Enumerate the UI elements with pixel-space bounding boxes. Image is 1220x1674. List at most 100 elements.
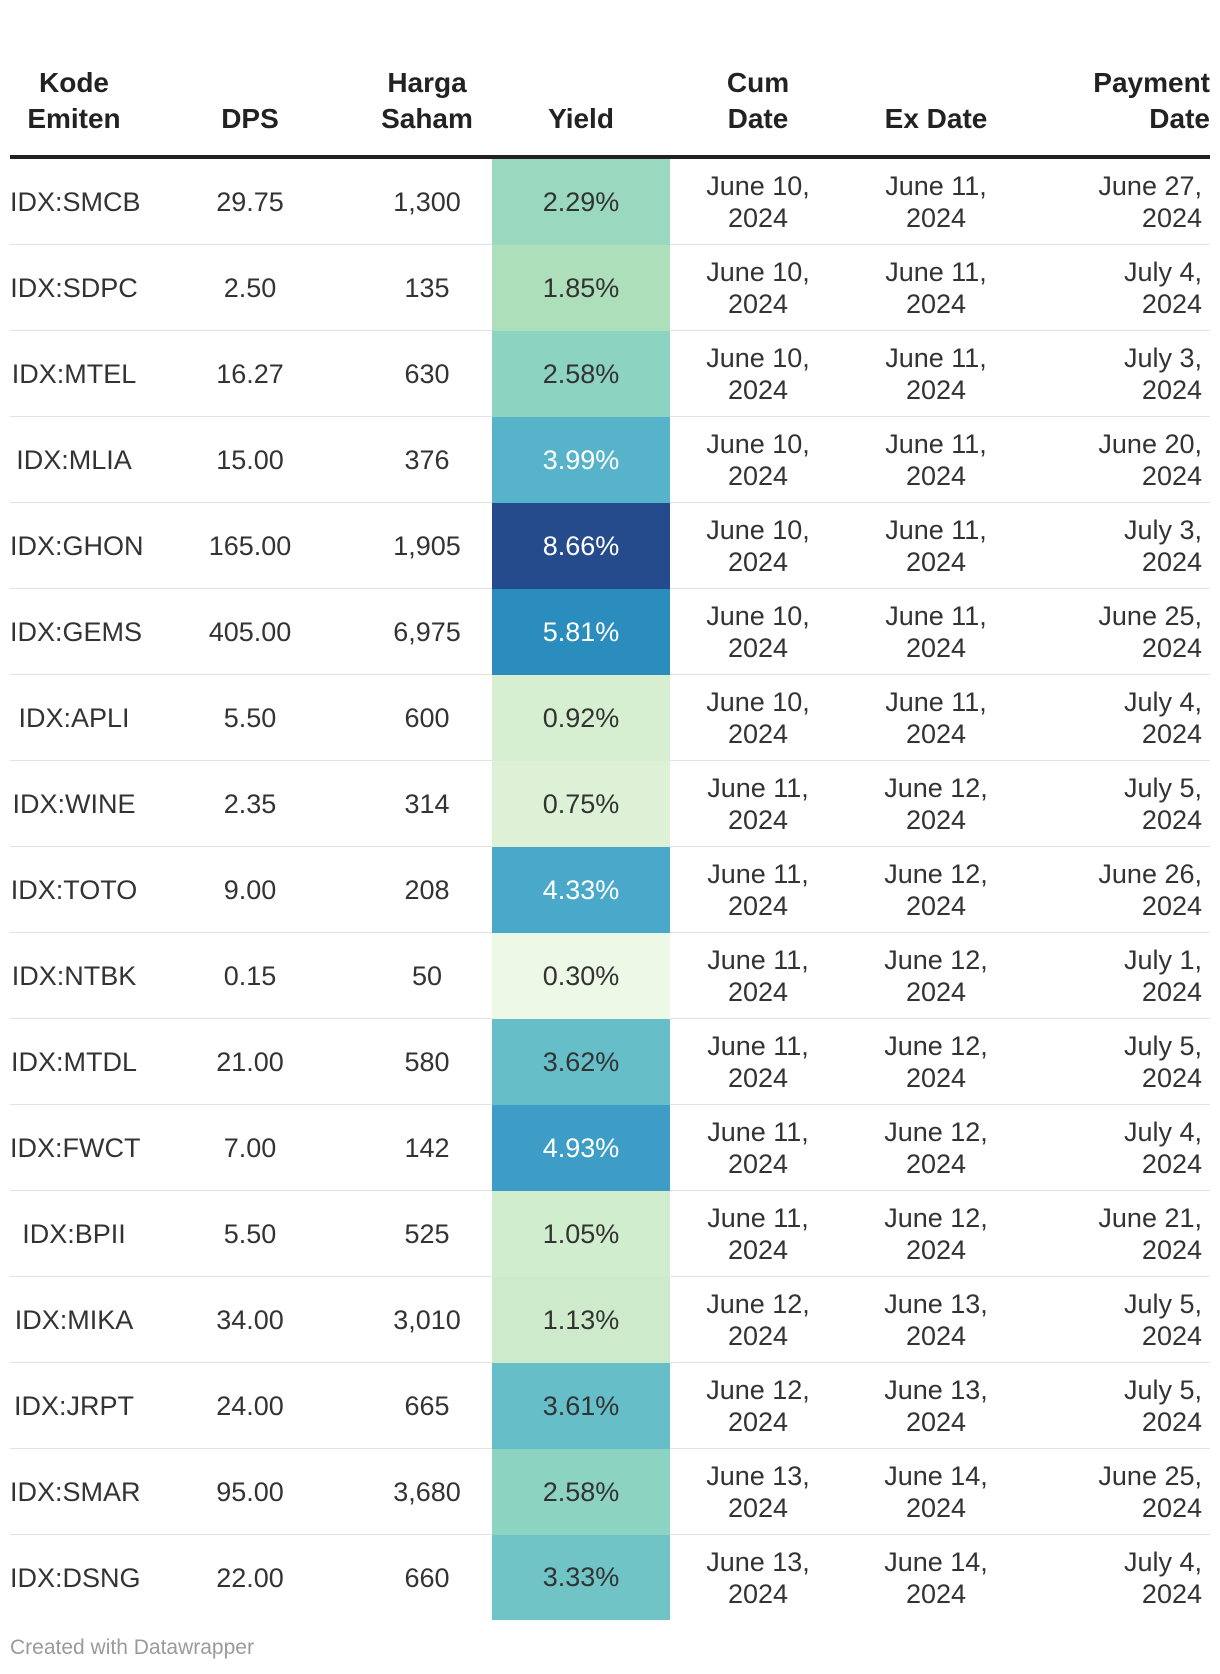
cell-payment-date: July 3, 2024 xyxy=(1026,330,1210,417)
cell-payment-date: July 3, 2024 xyxy=(1026,502,1210,589)
cell-payment-date: June 21, 2024 xyxy=(1026,1190,1210,1277)
cell-cum-date: June 13, 2024 xyxy=(706,1546,810,1609)
cell-kode-emiten: IDX:MTEL xyxy=(10,330,138,417)
cell-yield: 4.93% xyxy=(492,1104,670,1191)
cell-kode-emiten: IDX:GEMS xyxy=(10,588,142,675)
cell-dps: 5.50 xyxy=(138,674,362,761)
table-row: IDX:NTBK 0.15 50 0.30% June 11, 2024 June 12,… xyxy=(10,932,1210,1019)
cell-payment-date: July 4, 2024 xyxy=(1123,1546,1202,1609)
cell-ex-date: June 13, 2024 xyxy=(846,1276,1026,1363)
table-row: IDX:SDPC 2.50 135 1.85% June 10, 2024 June 11… xyxy=(10,244,1210,331)
cell-cum-date: June 10, 2024 xyxy=(670,244,846,331)
cell-dps: 22.00 xyxy=(216,1562,284,1593)
cell-dps: 165.00 xyxy=(138,502,362,589)
cell-yield: 5.81% xyxy=(492,588,670,675)
cell-kode-emiten: IDX:MIKA xyxy=(10,1276,138,1363)
header-harga-saham[interactable]: Harga Saham xyxy=(362,40,492,159)
cell-harga-saham: 3,680 xyxy=(362,1448,492,1535)
table-row: IDX:SMCB 29.75 1,300 2.29% June 10, 2024 June… xyxy=(10,157,1210,245)
cell-harga-saham: 1,905 xyxy=(362,502,492,589)
cell-dps: 0.15 xyxy=(138,932,362,1019)
cell-yield: 0.92% xyxy=(492,674,670,761)
cell-payment-date: June 25, 2024 xyxy=(1026,1448,1210,1535)
table-row: IDX:MIKA 34.00 3,010 1.13% June 12, 2024 June… xyxy=(10,1276,1210,1363)
cell-kode-emiten: IDX:WINE xyxy=(10,760,138,847)
table-row: IDX:MLIA 15.00 376 3.99% June 10, 2024 June 1… xyxy=(10,416,1210,503)
header-kode-emiten[interactable]: Kode Emiten xyxy=(10,40,138,159)
cell-kode-emiten: IDX:JRPT xyxy=(10,1362,138,1449)
cell-yield: 2.29% xyxy=(492,157,670,245)
cell-cum-date: June 10, 2024 xyxy=(670,502,846,589)
cell-harga-saham: 580 xyxy=(362,1018,492,1105)
table-row: IDX:MTDL 21.00 580 3.62% June 11, 2024 June 1… xyxy=(10,1018,1210,1105)
cell-harga-saham: 660 xyxy=(404,1562,450,1593)
cell-kode-emiten: IDX:MLIA xyxy=(10,416,138,503)
table-row: IDX:APLI 5.50 600 0.92% June 10, 2024 June 11… xyxy=(10,674,1210,761)
cell-cum-date: June 11, 2024 xyxy=(670,846,846,933)
cell-ex-date: June 12, 2024 xyxy=(846,1190,1026,1277)
cell-payment-date: June 25, 2024 xyxy=(1026,588,1210,675)
dividend-table: Kode Emiten DPS Harga Saham Yield Cum Da… xyxy=(10,40,1210,1620)
cell-payment-date: July 5, 2024 xyxy=(1026,1362,1210,1449)
cell-kode-emiten: IDX:GHON xyxy=(10,502,144,589)
cell-cum-date: June 11, 2024 xyxy=(670,760,846,847)
cell-kode-emiten: IDX:TOTO xyxy=(10,846,138,933)
cell-payment-date: July 5, 2024 xyxy=(1026,1018,1210,1105)
cell-kode-emiten: IDX:BPII xyxy=(10,1190,138,1277)
cell-yield: 4.33% xyxy=(492,846,670,933)
cell-kode-emiten: IDX:APLI xyxy=(10,674,138,761)
cell-cum-date: June 11, 2024 xyxy=(670,1104,846,1191)
cell-cum-date: June 11, 2024 xyxy=(670,1018,846,1105)
cell-ex-date: June 12, 2024 xyxy=(846,1104,1026,1191)
cell-dps: 15.00 xyxy=(138,416,362,503)
cell-payment-date: July 4, 2024 xyxy=(1026,1104,1210,1191)
cell-dps: 405.00 xyxy=(138,588,362,675)
cell-yield: 3.33% xyxy=(492,1534,670,1620)
cell-dps: 9.00 xyxy=(138,846,362,933)
cell-kode-emiten: IDX:SDPC xyxy=(10,244,138,331)
cell-yield: 1.85% xyxy=(492,244,670,331)
cell-dps: 5.50 xyxy=(138,1190,362,1277)
cell-yield: 3.61% xyxy=(492,1362,670,1449)
cell-ex-date: June 11, 2024 xyxy=(846,244,1026,331)
header-ex-date[interactable]: Ex Date xyxy=(846,40,1026,159)
cell-harga-saham: 600 xyxy=(362,674,492,761)
footer-credit[interactable]: Created with Datawrapper xyxy=(10,1636,254,1659)
header-dps[interactable]: DPS xyxy=(138,40,362,159)
cell-payment-date: July 1, 2024 xyxy=(1026,932,1210,1019)
header-row: Kode Emiten DPS Harga Saham Yield Cum Da… xyxy=(10,40,1210,159)
cell-harga-saham: 314 xyxy=(362,760,492,847)
cell-payment-date: July 4, 2024 xyxy=(1026,244,1210,331)
cell-dps: 95.00 xyxy=(138,1448,362,1535)
cell-ex-date: June 12, 2024 xyxy=(846,932,1026,1019)
cell-dps: 16.27 xyxy=(138,330,362,417)
cell-yield: 2.58% xyxy=(492,330,670,417)
cell-ex-date: June 11, 2024 xyxy=(846,330,1026,417)
cell-payment-date: July 5, 2024 xyxy=(1026,760,1210,847)
cell-kode-emiten: IDX:FWCT xyxy=(10,1104,140,1191)
cell-dps: 34.00 xyxy=(138,1276,362,1363)
cell-cum-date: June 10, 2024 xyxy=(670,416,846,503)
cell-cum-date: June 13, 2024 xyxy=(670,1448,846,1535)
table-row: IDX:DSNG 22.00 660 3.33% June 13, 2024 June 1… xyxy=(10,1534,1210,1620)
table-row: IDX:GEMS 405.00 6,975 5.81% June 10, 2024 Jun… xyxy=(10,588,1210,675)
cell-dps: 2.35 xyxy=(138,760,362,847)
table-row: IDX:MTEL 16.27 630 2.58% June 10, 2024 June 1… xyxy=(10,330,1210,417)
cell-ex-date: June 11, 2024 xyxy=(846,588,1026,675)
header-cum-date[interactable]: Cum Date xyxy=(670,40,846,159)
cell-harga-saham: 630 xyxy=(362,330,492,417)
cell-dps: 24.00 xyxy=(138,1362,362,1449)
cell-ex-date: June 12, 2024 xyxy=(846,1018,1026,1105)
table-row: IDX:GHON 165.00 1,905 8.66% June 10, 2024 Jun… xyxy=(10,502,1210,589)
header-payment-date[interactable]: Payment Date xyxy=(1026,40,1210,159)
header-yield[interactable]: Yield xyxy=(492,40,670,159)
cell-harga-saham: 142 xyxy=(362,1104,492,1191)
cell-kode-emiten: IDX:SMAR xyxy=(10,1448,141,1535)
cell-ex-date: June 11, 2024 xyxy=(846,502,1026,589)
cell-harga-saham: 3,010 xyxy=(362,1276,492,1363)
table-row: IDX:FWCT 7.00 142 4.93% June 11, 2024 June 12… xyxy=(10,1104,1210,1191)
cell-harga-saham: 208 xyxy=(362,846,492,933)
cell-harga-saham: 1,300 xyxy=(362,157,492,245)
table-row: IDX:BPII 5.50 525 1.05% June 11, 2024 June 12… xyxy=(10,1190,1210,1277)
cell-kode-emiten: IDX:SMCB xyxy=(10,157,141,245)
